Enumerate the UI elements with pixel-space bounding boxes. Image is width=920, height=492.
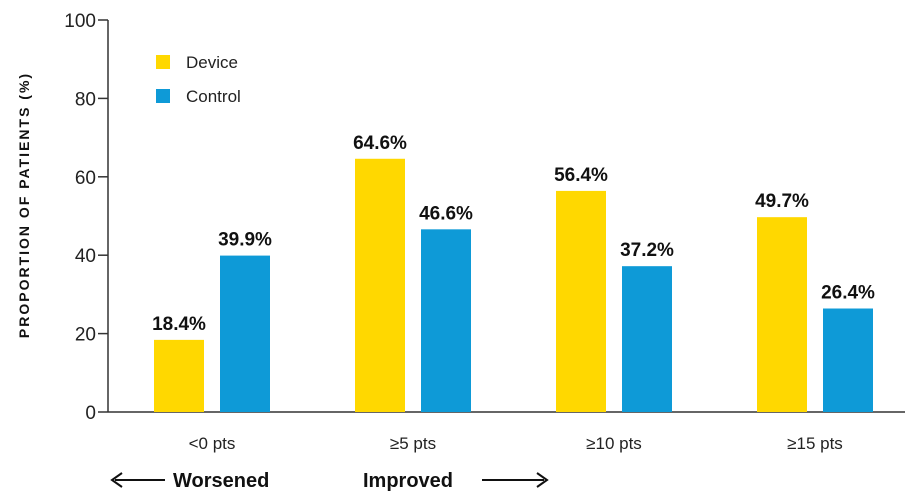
worsened-label: Worsened [173, 470, 269, 492]
category-labels: <0 pts ≥5 pts ≥10 pts ≥15 pts [189, 434, 843, 453]
bar-device [757, 217, 807, 412]
bar-device [556, 190, 606, 412]
bar-control [421, 229, 471, 412]
y-tick-label: 60 [75, 168, 96, 189]
legend-swatch-device [156, 55, 170, 69]
improved-arrowhead-icon [536, 472, 549, 488]
legend: Device Control [156, 53, 241, 106]
value-labels: 18.4% 39.9% 64.6% 46.6% 56.4% 37.2% 49.7% 26.4% [152, 133, 875, 335]
y-tick-label: 0 [85, 403, 96, 424]
value-label-device: 64.6% [353, 133, 407, 154]
y-tick-label: 20 [75, 325, 96, 346]
y-axis-label: PROPORTION OF PATIENTS (%) [16, 72, 32, 338]
value-label-control: 46.6% [419, 203, 473, 224]
legend-label-device: Device [186, 53, 238, 72]
bar-control [622, 266, 672, 412]
improved-label: Improved [363, 470, 453, 492]
value-label-device: 49.7% [755, 191, 809, 212]
category-label: ≥10 pts [586, 434, 642, 453]
bar-control [220, 255, 270, 412]
bar-device [154, 339, 204, 412]
value-label-device: 18.4% [152, 314, 206, 335]
value-label-control: 37.2% [620, 240, 674, 261]
value-label-control: 26.4% [821, 283, 875, 304]
worsened-arrowhead-icon [110, 472, 123, 488]
bar-control [823, 308, 873, 412]
value-label-device: 56.4% [554, 165, 608, 186]
bar-device [355, 158, 405, 412]
direction-annotations: Worsened Improved [110, 470, 549, 492]
category-label: ≥15 pts [787, 434, 843, 453]
category-label: <0 pts [189, 434, 236, 453]
legend-label-control: Control [186, 87, 241, 106]
legend-swatch-control [156, 89, 170, 103]
y-tick-label: 100 [64, 11, 96, 32]
category-label: ≥5 pts [390, 434, 436, 453]
y-tick-label: 40 [75, 246, 96, 267]
bars [154, 158, 873, 412]
value-label-control: 39.9% [218, 230, 272, 251]
y-tick-label: 80 [75, 89, 96, 110]
